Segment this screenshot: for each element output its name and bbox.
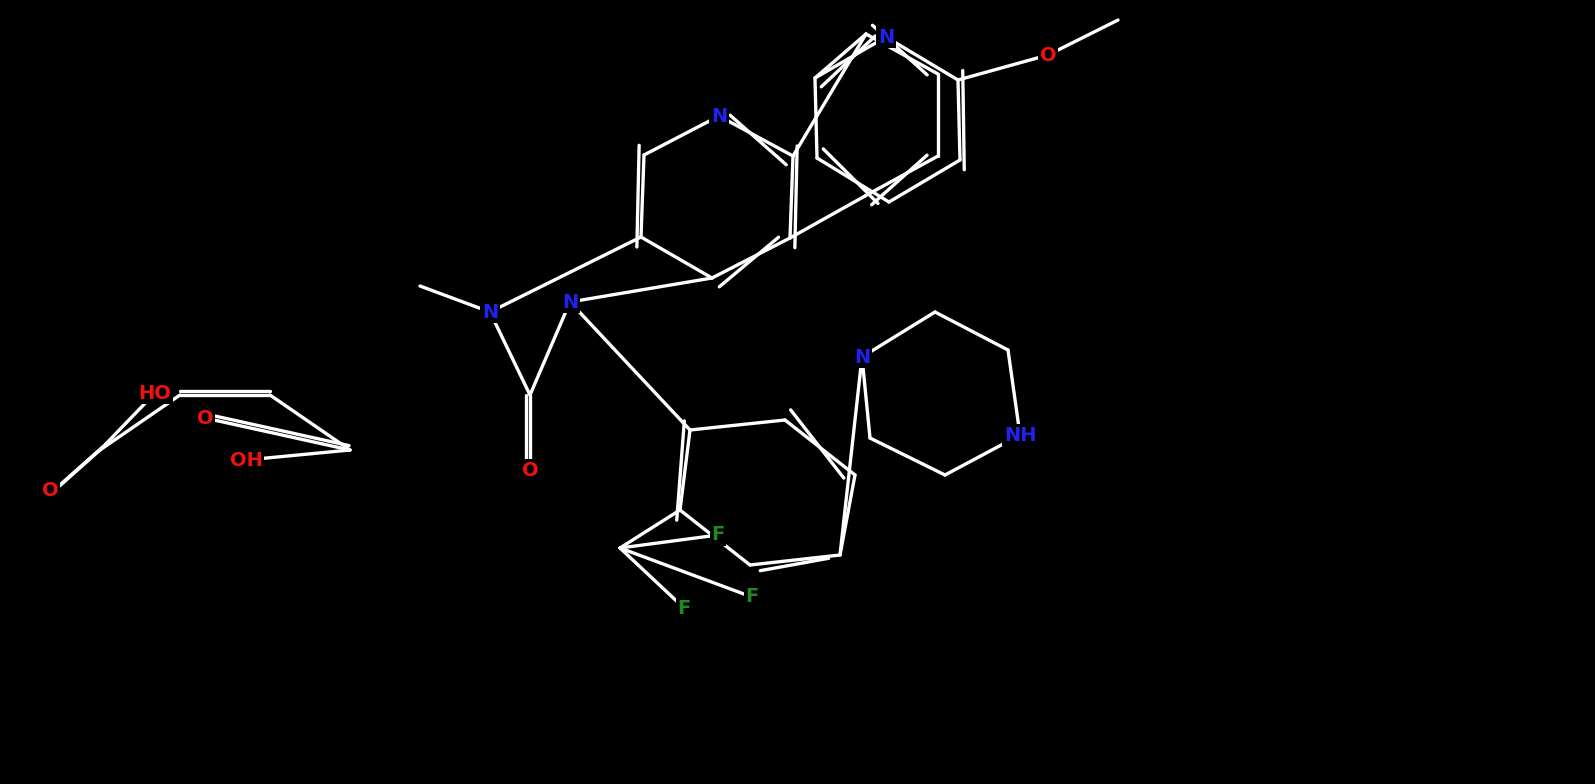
Text: N: N	[711, 107, 727, 125]
Text: O: O	[1040, 45, 1056, 64]
Text: O: O	[196, 408, 214, 427]
Text: F: F	[745, 587, 759, 607]
Text: O: O	[522, 460, 539, 480]
Text: N: N	[482, 303, 498, 321]
Text: NH: NH	[1003, 426, 1037, 445]
Text: F: F	[711, 525, 724, 545]
Text: N: N	[561, 292, 577, 311]
Text: N: N	[853, 347, 871, 366]
Text: N: N	[877, 27, 895, 46]
Text: OH: OH	[230, 451, 263, 470]
Text: HO: HO	[139, 383, 171, 402]
Text: F: F	[678, 598, 691, 618]
Text: O: O	[41, 481, 59, 499]
